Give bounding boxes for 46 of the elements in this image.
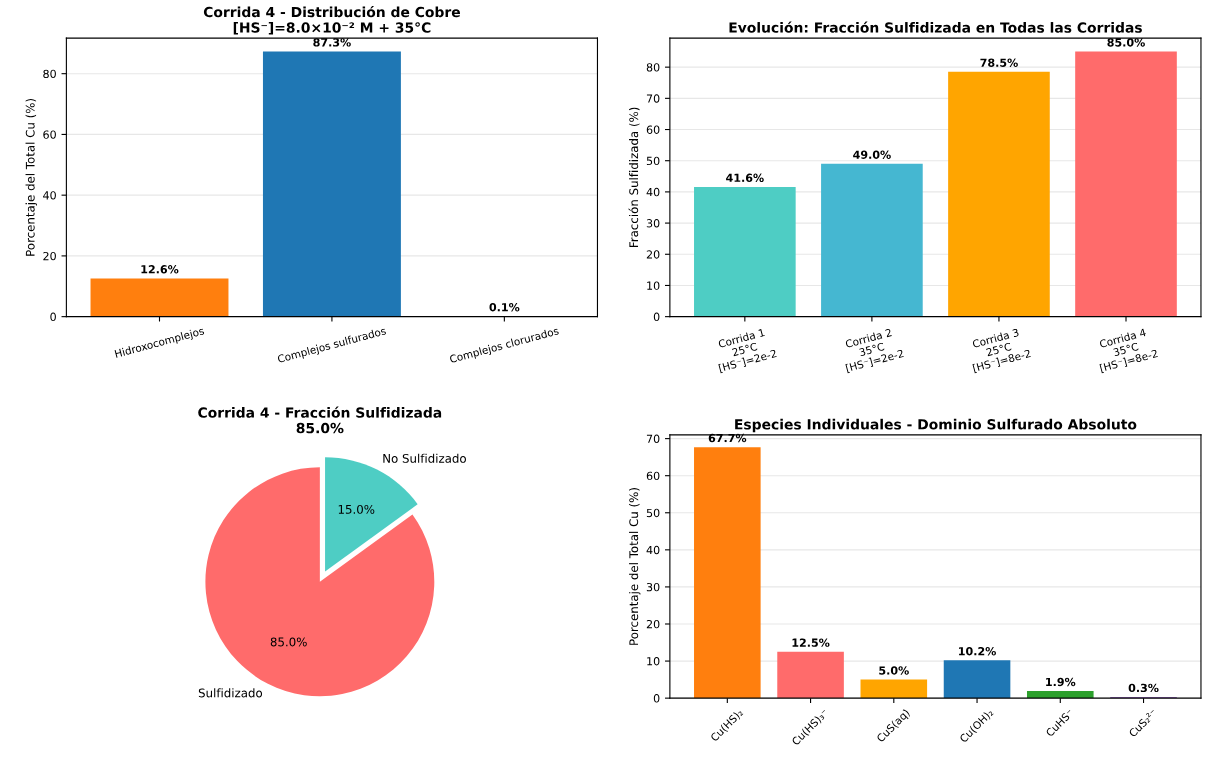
data-label: 15.0% bbox=[338, 504, 375, 514]
data-label: 87.3% bbox=[313, 38, 351, 47]
chart-title: Evolución: Fracción Sulfidizada en Todas las Corridas bbox=[729, 21, 1142, 33]
y-tick-label: 60 bbox=[43, 130, 56, 139]
y-tick-label: 50 bbox=[646, 508, 660, 518]
y-tick-label: 40 bbox=[43, 191, 56, 200]
y-tick-label: 70 bbox=[646, 434, 660, 443]
y-tick-label: 0 bbox=[50, 312, 56, 322]
slice-label: Sulfidizado bbox=[198, 688, 263, 698]
chart-title: Corrida 4 - Fracción Sulfidizada 85.0% bbox=[198, 406, 442, 434]
y-tick-label: 70 bbox=[646, 94, 660, 103]
y-tick-label: 40 bbox=[646, 545, 660, 555]
y-tick-label: 40 bbox=[646, 187, 660, 197]
chart-title: Especies Individuales - Dominio Sulfurado Absoluto bbox=[735, 418, 1137, 433]
y-tick-label: 30 bbox=[646, 219, 660, 228]
chart-title: Corrida 4 - Distribución de Cobre [HS⁻]=8.0×10⁻² M + 35°C bbox=[203, 5, 460, 35]
y-axis-title: Fracción Sulfidizada (%) bbox=[628, 107, 640, 248]
data-label: 78.5% bbox=[980, 58, 1018, 67]
y-tick-label: 60 bbox=[646, 125, 660, 134]
y-tick-label: 10 bbox=[647, 281, 660, 290]
data-label: 67.7% bbox=[708, 433, 747, 443]
y-tick-label: 80 bbox=[43, 69, 56, 79]
y-axis-title: Porcentaje del Total Cu (%) bbox=[629, 488, 641, 645]
y-tick-label: 50 bbox=[646, 156, 660, 166]
y-tick-label: 10 bbox=[647, 657, 660, 666]
y-tick-label: 20 bbox=[43, 251, 56, 261]
data-label: 12.6% bbox=[141, 265, 179, 274]
y-tick-label: 60 bbox=[646, 471, 660, 481]
data-label: 5.0% bbox=[879, 666, 909, 675]
data-label: 12.5% bbox=[792, 638, 830, 647]
y-tick-label: 30 bbox=[646, 582, 660, 592]
slice-label: No Sulfidizado bbox=[383, 453, 466, 463]
data-label: 1.9% bbox=[1046, 677, 1076, 687]
data-label: 0.1% bbox=[489, 303, 520, 312]
y-tick-label: 0 bbox=[653, 694, 660, 703]
data-label: 0.3% bbox=[1128, 683, 1159, 693]
y-axis-title: Porcentaje del Total Cu (%) bbox=[25, 98, 37, 256]
y-tick-label: 0 bbox=[653, 312, 660, 322]
y-tick-label: 80 bbox=[646, 63, 660, 72]
data-label: 10.2% bbox=[959, 646, 996, 656]
data-label: 41.6% bbox=[726, 173, 764, 182]
y-tick-label: 20 bbox=[646, 619, 660, 629]
data-label: 49.0% bbox=[853, 150, 891, 159]
y-tick-label: 20 bbox=[646, 250, 660, 259]
data-label: 85.0% bbox=[270, 637, 307, 647]
data-label: 85.0% bbox=[1107, 38, 1145, 47]
